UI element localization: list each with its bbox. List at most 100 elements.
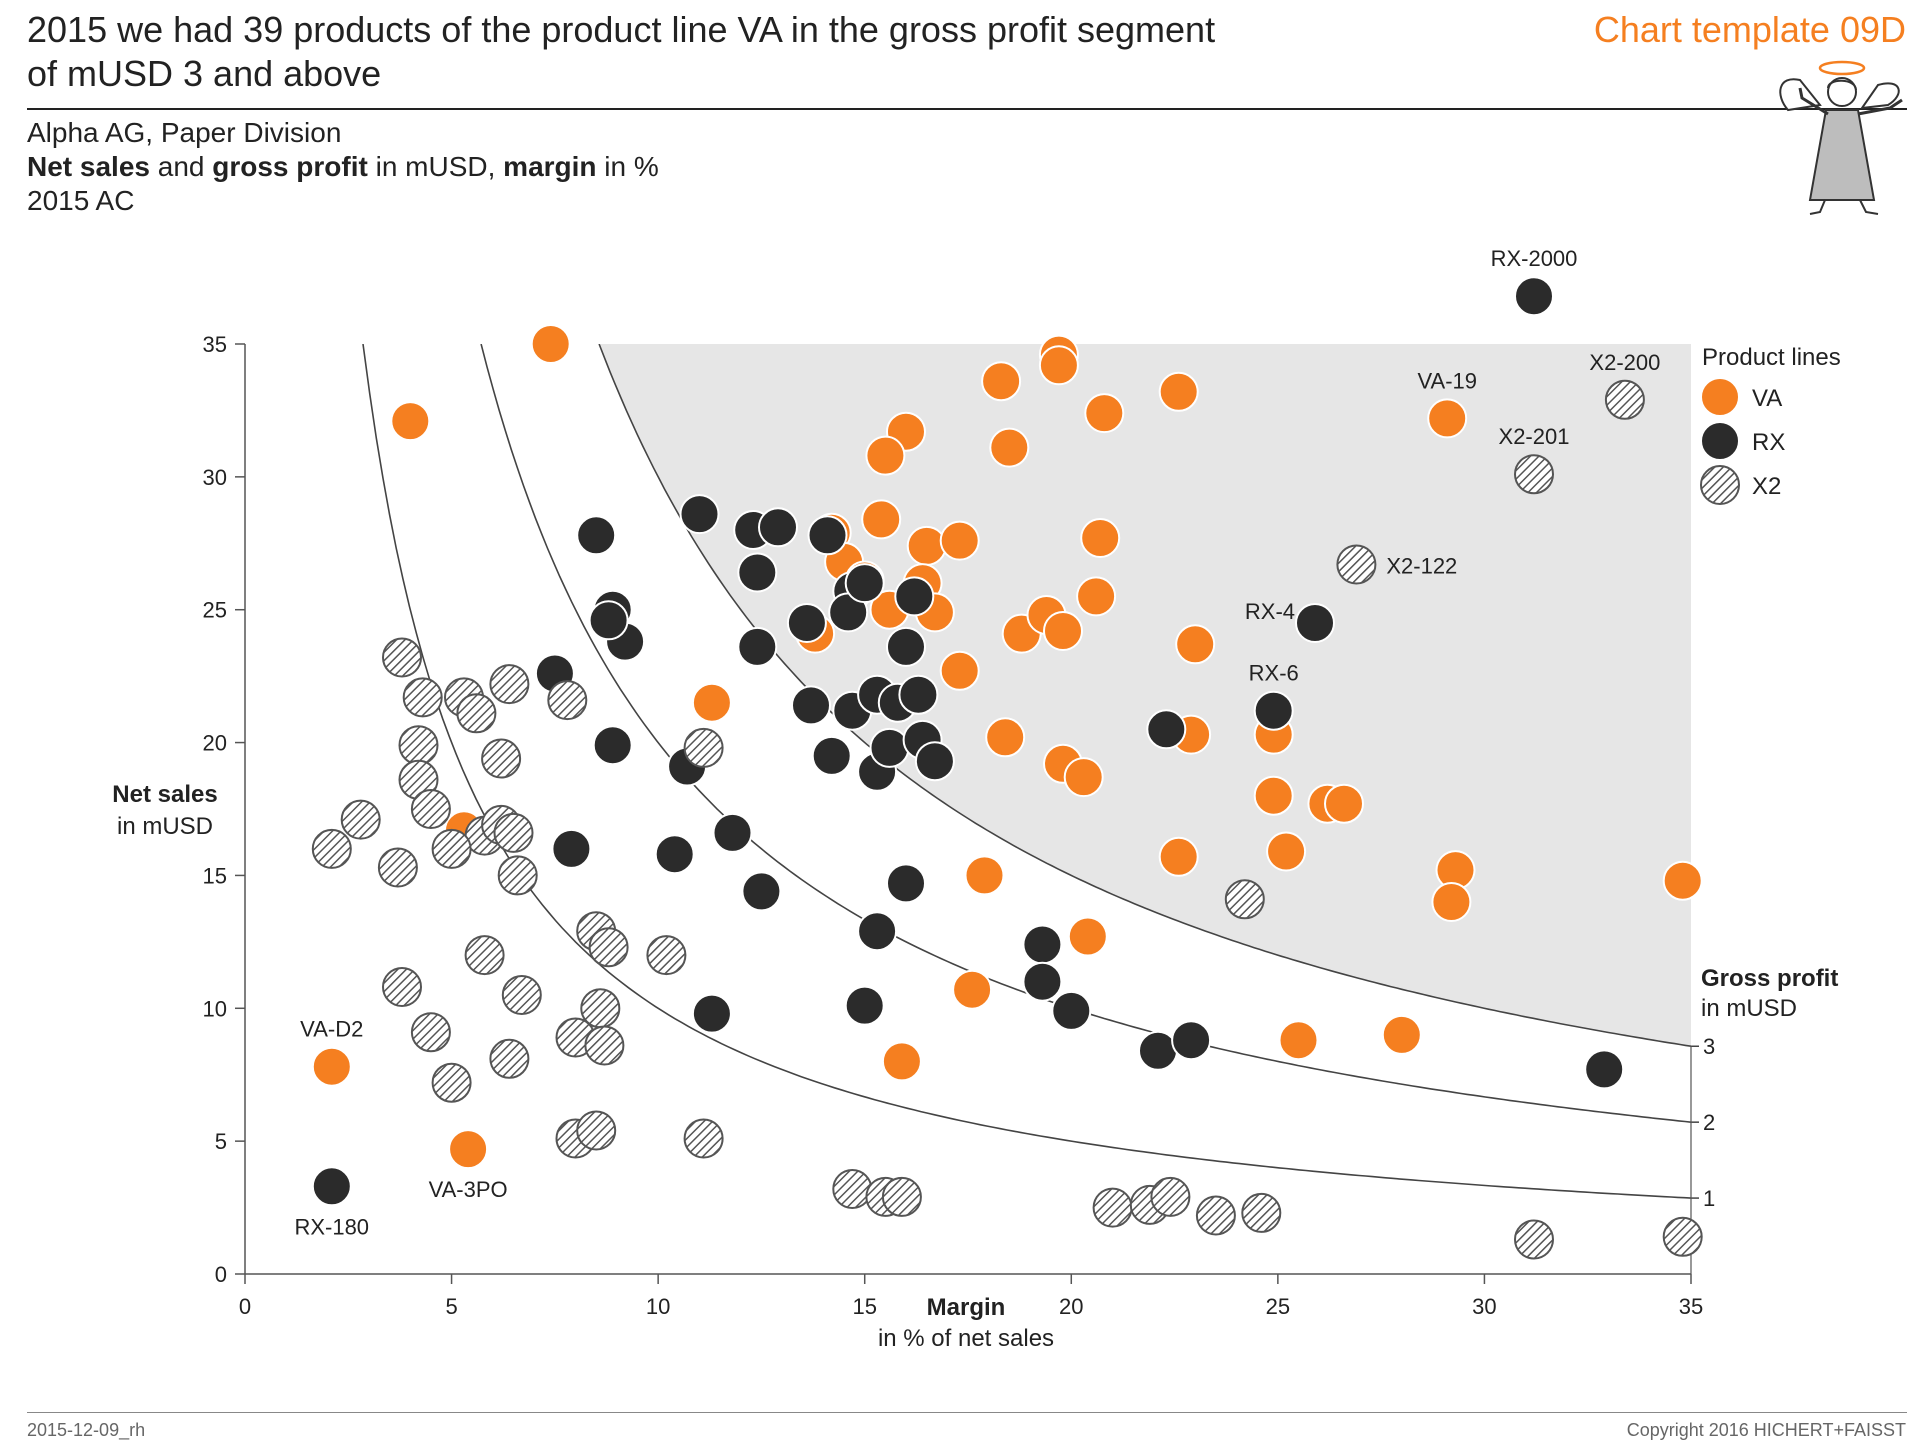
point-va-6 [1084,393,1125,434]
point-rx-36 [741,871,782,912]
point-rx-12 [894,576,935,617]
point-va-41 [1662,860,1703,901]
point-x2-9 [398,725,439,766]
measure-unit-2: in % [596,151,659,182]
point-label-va-19: VA-19 [1417,368,1477,393]
point-x2-47 [1662,1216,1703,1257]
point-rx-18 [886,626,926,667]
chart-subtitle: Alpha AG, Paper Division Net sales and g… [27,116,659,218]
point-rx-39 [1022,924,1063,965]
point-rx-34 [654,834,695,875]
legend: Product lines VA RX X2 [1700,344,1841,505]
point-x2-33 [431,1062,472,1103]
point-rx-31 [914,741,955,782]
point-label-va-3po: VA-3PO [429,1177,508,1202]
x-tick-label-35: 35 [1679,1294,1703,1319]
footer-divider [27,1412,1907,1413]
x-tick-label-15: 15 [852,1294,876,1319]
point-va-40 [1431,882,1472,922]
x-tick-label-10: 10 [646,1294,670,1319]
point-va-35 [1324,783,1364,824]
point-rx-13 [786,603,827,643]
isoline-1 [362,344,1691,1199]
point-rx-40 [1022,961,1063,1002]
point-rx-27 [811,735,852,776]
point-va-33 [1253,775,1294,816]
point-label-rx-180: RX-180 [294,1214,369,1239]
point-labels: RX-2000 VA-19 X2-200 X2-201 X2-122 RX-4 RX-6 VA… [294,246,1660,1239]
point-x2-28 [410,1012,451,1053]
point-va-38 [1266,831,1307,872]
data-points [311,276,1703,1260]
point-x2-13 [683,727,724,768]
point-va-32 [1063,757,1104,798]
point-va-48 [311,1046,352,1087]
point-va-24 [1043,611,1083,651]
point-rx-8 [737,552,778,593]
point-x2-39 [881,1176,922,1217]
point-va-43 [1067,916,1108,957]
point-x2-15 [311,828,352,869]
point-rx-42 [844,985,885,1026]
point-x2-2 [1336,544,1377,585]
point-va-37 [1158,836,1199,877]
company-name: Alpha AG, Paper Division [27,117,342,148]
point-label-rx-6: RX-6 [1249,661,1299,686]
chart-title-line-2: of mUSD 3 and above [27,53,382,94]
measure-net-sales: Net sales [27,151,150,182]
x-axis-title: Margin [927,1294,1006,1321]
legend-title: Product lines [1702,344,1841,371]
point-label-x2-122: X2-122 [1386,554,1457,579]
point-va-13 [939,520,980,561]
point-va-9 [865,435,906,476]
point-rx-47 [311,1166,352,1207]
point-x2-35 [576,1110,617,1151]
point-va-10 [861,499,902,540]
chart-title-line-1: 2015 we had 39 products of the product l… [27,9,1216,50]
gross-profit-segment-shade [599,344,1691,1047]
measure-margin: margin [503,151,597,182]
y-axis-title: Net sales [112,781,217,808]
point-va-1 [390,401,431,442]
axes: 0 5 10 15 20 25 30 35 0 5 10 15 20 25 30 35 Margin in % o… [112,332,1703,1352]
legend-label-x2: X2 [1752,473,1781,500]
measure-gross-profit: gross profit [212,151,368,182]
point-rx-38 [857,911,898,952]
point-rx-33 [551,828,592,869]
isoline-label-2: 2 [1703,1110,1715,1135]
point-x2-22 [464,935,505,976]
point-va-42 [964,855,1005,896]
point-x2-26 [382,967,422,1007]
point-rx-25 [592,725,633,766]
point-rx-37 [886,863,926,904]
footer-copyright: Copyright 2016 HICHERT+FAISST [1626,1420,1906,1440]
point-va-3 [1038,345,1079,386]
legend-label-rx: RX [1752,429,1785,456]
point-label-x2-200: X2-200 [1589,350,1660,375]
chart-title: 2015 we had 39 products of the product l… [27,8,1427,96]
x-axis-subtitle: in % of net sales [878,1325,1054,1352]
point-x2-3 [382,637,422,678]
point-x2-30 [580,988,621,1029]
point-va-5 [1158,371,1199,412]
point-x2-7 [489,664,530,705]
y-tick-label-15: 15 [203,863,227,888]
point-rx-29 [869,727,910,768]
x-tick-label-25: 25 [1266,1294,1290,1319]
legend-marker-rx [1700,421,1740,461]
point-rx-35 [712,812,753,853]
point-x2-0 [1604,379,1645,420]
point-va-49 [448,1129,489,1170]
point-x2-44 [1241,1192,1282,1233]
point-va-25 [1175,624,1216,665]
point-rx-41 [1051,990,1092,1031]
point-x2-46 [1514,1219,1554,1260]
point-rx-17 [737,626,778,667]
point-rx-7 [807,515,848,556]
point-rx-11 [844,563,885,604]
isoline-label-1: 1 [1703,1186,1715,1211]
point-va-0 [530,324,571,364]
point-rx-45 [1171,1020,1212,1061]
footer-date: 2015-12-09_rh [27,1420,146,1440]
